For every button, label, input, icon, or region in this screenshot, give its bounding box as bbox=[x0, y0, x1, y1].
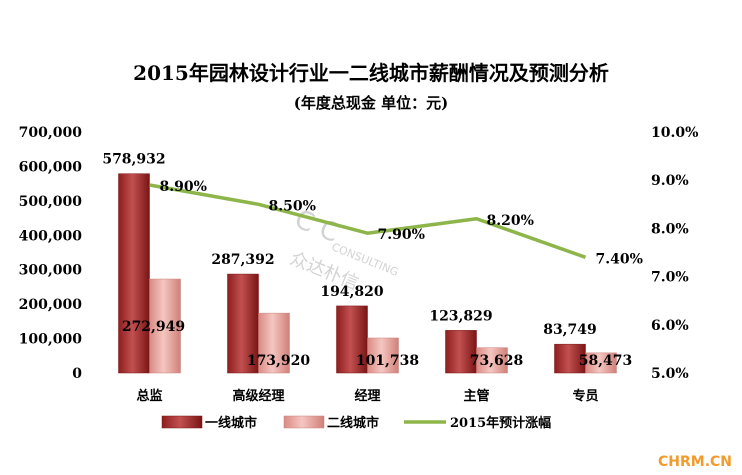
growth-line bbox=[149, 183, 587, 259]
y-axis-right: 5.0% 6.0% 7.0% 8.0% 9.0% 10.0% bbox=[651, 125, 698, 382]
legend-label-tier2: 二线城市 bbox=[327, 415, 379, 431]
data-labels: 578,932 287,392 194,820 123,829 83,749 272,94… bbox=[102, 152, 643, 369]
chart-subtitle: (年度总现金 单位：元) bbox=[294, 94, 448, 112]
chart-title: 2015年园林设计行业一二线城市薪酬情况及预测分析 bbox=[133, 61, 609, 85]
data-label-tier2: 73,628 bbox=[470, 353, 524, 369]
category-label: 专员 bbox=[572, 388, 598, 404]
y-right-tick-label: 5.0% bbox=[651, 366, 689, 382]
data-label-tier2: 101,738 bbox=[356, 353, 419, 369]
y-left-tick-label: 0 bbox=[72, 366, 82, 382]
y-left-tick-label: 600,000 bbox=[19, 159, 83, 175]
y-right-tick-label: 6.0% bbox=[651, 318, 689, 334]
data-label-tier2: 58,473 bbox=[579, 353, 633, 369]
legend-label-growth: 2015年预计涨幅 bbox=[450, 415, 551, 431]
data-label-tier2: 173,920 bbox=[247, 353, 311, 369]
data-label-growth: 8.20% bbox=[487, 213, 534, 229]
bar-tier2 bbox=[258, 312, 290, 374]
bar-tier1 bbox=[336, 305, 368, 374]
data-label-tier1: 578,932 bbox=[102, 152, 165, 168]
bar-tier2 bbox=[149, 278, 181, 374]
y-right-tick-label: 9.0% bbox=[651, 173, 689, 189]
y-right-tick-label: 8.0% bbox=[651, 221, 689, 237]
bar-tier2 bbox=[367, 337, 399, 374]
bar-tier1 bbox=[445, 330, 477, 374]
y-left-tick-label: 400,000 bbox=[19, 228, 83, 244]
data-label-tier1: 123,829 bbox=[429, 308, 492, 324]
category-label: 总监 bbox=[136, 388, 162, 404]
bar-tier2 bbox=[476, 347, 508, 374]
data-label-growth: 7.40% bbox=[596, 251, 643, 267]
y-left-tick-label: 700,000 bbox=[19, 125, 83, 141]
bars bbox=[118, 173, 617, 374]
category-labels: 总监 高级经理 经理 主管 专员 bbox=[136, 388, 598, 404]
bar-tier1 bbox=[118, 173, 150, 374]
y-left-tick-label: 100,000 bbox=[19, 332, 83, 348]
legend-label-tier1: 一线城市 bbox=[205, 415, 257, 431]
legend-swatch-tier1 bbox=[161, 415, 203, 429]
data-label-tier1: 194,820 bbox=[320, 284, 384, 300]
y-axis-left: 0 100,000 200,000 300,000 400,000 500,000 600,… bbox=[19, 125, 83, 382]
data-label-tier1: 83,749 bbox=[543, 322, 597, 338]
y-right-tick-label: 7.0% bbox=[651, 270, 689, 286]
category-label: 经理 bbox=[354, 388, 380, 404]
category-label: 高级经理 bbox=[232, 388, 284, 404]
y-left-tick-label: 200,000 bbox=[19, 297, 83, 313]
bar-tier1 bbox=[554, 343, 586, 374]
data-label-growth: 8.90% bbox=[160, 179, 207, 195]
brand-logo: CHRM.CN bbox=[658, 454, 732, 470]
bar-tier2 bbox=[585, 352, 617, 374]
data-label-growth: 8.50% bbox=[269, 198, 316, 214]
category-label: 主管 bbox=[463, 388, 489, 404]
data-label-tier1: 287,392 bbox=[211, 252, 274, 268]
growth-line-path bbox=[149, 183, 587, 259]
data-label-tier2: 272,949 bbox=[122, 319, 185, 335]
y-right-tick-label: 10.0% bbox=[651, 125, 698, 141]
legend-swatch-tier2 bbox=[283, 415, 325, 429]
legend: 一线城市 二线城市 2015年预计涨幅 bbox=[161, 415, 551, 431]
y-left-tick-label: 500,000 bbox=[19, 194, 83, 210]
data-label-growth: 7.90% bbox=[378, 227, 425, 243]
y-left-tick-label: 300,000 bbox=[19, 263, 83, 279]
